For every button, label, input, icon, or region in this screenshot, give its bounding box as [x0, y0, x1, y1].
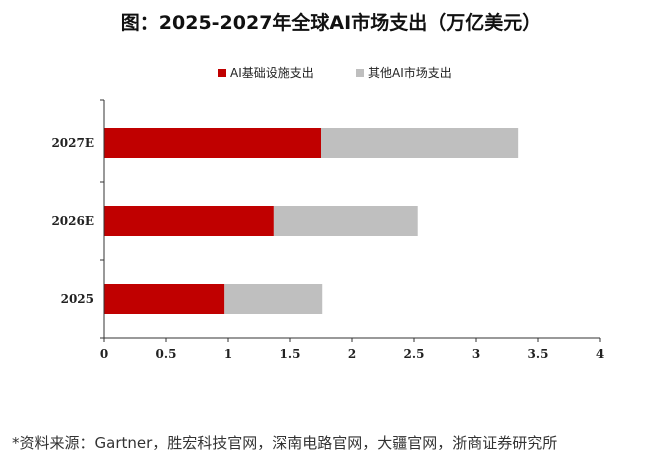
x-tick-label-7: 3.5: [528, 347, 549, 361]
bar-2025-series-1: [224, 284, 323, 314]
x-tick-label-4: 2: [348, 347, 356, 361]
legend-swatch-1: [356, 69, 364, 77]
bars: [104, 128, 519, 314]
category-label-2025: 2025: [61, 292, 94, 306]
category-label-2026E: 2026E: [51, 214, 94, 228]
bar-2027E-series-1: [321, 128, 519, 158]
source-note: *资料来源：Gartner，胜宏科技官网，深南电路官网，大疆官网，浙商证券研究所: [12, 434, 558, 452]
bar-2025-series-0: [104, 284, 225, 314]
bar-2026E-series-0: [104, 206, 274, 236]
x-tick-label-5: 2.5: [404, 347, 425, 361]
x-tick-label-6: 3: [472, 347, 480, 361]
x-tick-label-2: 1: [224, 347, 232, 361]
chart-title: 图：2025-2027年全球AI市场支出（万亿美元）: [121, 11, 541, 34]
axes: 2027E 2026E 2025 0 0.5 1 1.5 2 2.5 3 3.5 4: [51, 99, 604, 361]
legend-label-1: 其他AI市场支出: [368, 65, 452, 80]
chart-svg: 图：2025-2027年全球AI市场支出（万亿美元） AI基础设施支出 其他AI市…: [51, 11, 604, 361]
x-tick-label-0: 0: [100, 347, 108, 361]
legend: AI基础设施支出 其他AI市场支出: [218, 65, 452, 80]
legend-swatch-0: [218, 69, 226, 77]
bar-2027E-series-0: [104, 128, 321, 158]
legend-label-0: AI基础设施支出: [230, 66, 314, 80]
x-tick-label-3: 1.5: [280, 347, 301, 361]
x-tick-label-1: 0.5: [156, 347, 177, 361]
x-tick-label-8: 4: [596, 347, 604, 361]
bar-2026E-series-1: [273, 206, 418, 236]
category-label-2027E: 2027E: [51, 136, 94, 150]
